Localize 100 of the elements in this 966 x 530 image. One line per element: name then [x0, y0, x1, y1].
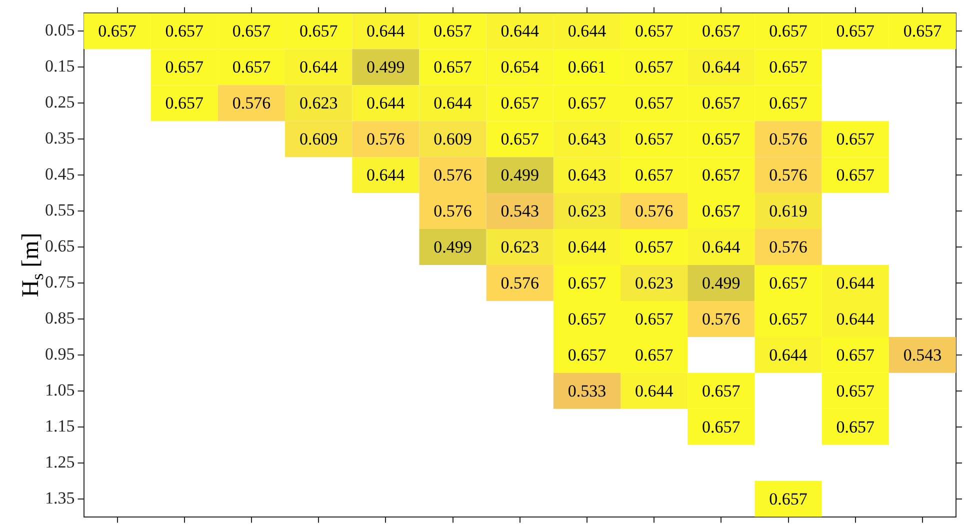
data-label: 0.499: [702, 273, 740, 292]
y-tick-label: 0.75: [45, 272, 75, 292]
data-label: 0.623: [299, 94, 338, 113]
data-label: 0.576: [634, 202, 674, 221]
data-label: 0.657: [232, 22, 272, 41]
data-label: 0.657: [702, 202, 741, 221]
data-label: 0.657: [434, 22, 472, 41]
data-label: 0.576: [769, 130, 808, 149]
data-label: 0.657: [836, 417, 875, 436]
data-label: 0.576: [702, 309, 740, 328]
y-tick-label: 1.05: [45, 380, 75, 400]
data-label: 0.657: [568, 94, 607, 113]
data-label: 0.657: [568, 273, 607, 292]
data-label: 0.657: [702, 417, 741, 436]
data-label: 0.657: [836, 381, 875, 400]
data-label: 0.543: [903, 345, 942, 364]
y-tick-label: 0.65: [45, 236, 75, 256]
data-label: 0.643: [568, 166, 606, 185]
data-label: 0.623: [634, 273, 674, 292]
y-tick-label: 0.15: [45, 56, 75, 76]
data-label: 0.657: [634, 345, 674, 364]
data-label: 0.657: [98, 22, 137, 41]
data-label: 0.657: [634, 166, 674, 185]
data-label: 0.657: [232, 58, 272, 77]
data-label: 0.643: [568, 130, 606, 149]
data-label: 0.657: [903, 22, 942, 41]
data-label: 0.657: [634, 22, 674, 41]
data-label: 0.644: [568, 22, 607, 41]
data-label: 0.657: [634, 94, 674, 113]
data-label: 0.657: [165, 22, 204, 41]
data-label: 0.576: [500, 273, 539, 292]
y-tick-label: 0.45: [45, 164, 75, 184]
data-label: 0.644: [434, 94, 472, 113]
data-label: 0.644: [836, 273, 875, 292]
data-label: 0.576: [769, 237, 808, 256]
data-label: 0.533: [568, 381, 606, 400]
data-label: 0.657: [634, 130, 674, 149]
data-label: 0.657: [769, 58, 808, 77]
data-label: 0.657: [702, 166, 741, 185]
y-tick-label: 0.95: [45, 344, 75, 364]
data-label: 0.644: [702, 237, 741, 256]
data-label: 0.657: [568, 309, 607, 328]
data-label: 0.657: [836, 166, 875, 185]
y-tick-label: 0.35: [45, 128, 75, 148]
data-label: 0.657: [769, 94, 808, 113]
data-label: 0.661: [568, 58, 606, 77]
data-label: 0.644: [299, 58, 338, 77]
data-label: 0.657: [836, 22, 875, 41]
data-label: 0.644: [500, 22, 540, 41]
data-label: 0.657: [769, 273, 808, 292]
data-label: 0.543: [500, 202, 539, 221]
data-label: 0.654: [500, 58, 540, 77]
data-label: 0.657: [702, 94, 741, 113]
data-label: 0.576: [769, 166, 808, 185]
data-label: 0.576: [434, 202, 472, 221]
y-tick-label: 0.05: [45, 20, 75, 40]
data-label: 0.644: [702, 58, 741, 77]
data-label: 0.499: [500, 166, 539, 185]
data-label: 0.609: [299, 130, 338, 149]
data-label: 0.657: [165, 58, 204, 77]
data-label: 0.644: [634, 381, 674, 400]
data-label: 0.657: [769, 489, 808, 508]
y-tick-label: 0.85: [45, 308, 75, 328]
data-label: 0.623: [500, 237, 539, 256]
data-label: 0.657: [434, 58, 472, 77]
y-tick-label: 0.55: [45, 200, 75, 220]
data-label: 0.657: [702, 130, 741, 149]
data-label: 0.499: [366, 58, 405, 77]
y-tick-label: 1.25: [45, 452, 75, 472]
data-label: 0.657: [299, 22, 338, 41]
y-tick-label: 1.35: [45, 488, 75, 508]
data-label: 0.657: [702, 381, 741, 400]
data-label: 0.623: [568, 202, 606, 221]
data-label: 0.657: [568, 345, 607, 364]
data-label: 0.644: [366, 94, 406, 113]
data-label: 0.657: [634, 237, 674, 256]
data-label: 0.609: [434, 130, 472, 149]
data-label: 0.576: [366, 130, 405, 149]
data-label: 0.657: [165, 94, 204, 113]
data-label: 0.657: [634, 309, 674, 328]
data-label: 0.657: [836, 130, 875, 149]
data-label: 0.644: [836, 309, 875, 328]
y-axis-title: Hs [m]: [18, 232, 47, 298]
data-label: 0.657: [634, 58, 674, 77]
data-label: 0.499: [434, 237, 472, 256]
data-label: 0.657: [836, 345, 875, 364]
data-label: 0.657: [769, 309, 808, 328]
y-tick-label: 0.25: [45, 92, 75, 112]
data-label: 0.576: [434, 166, 472, 185]
data-label: 0.644: [769, 345, 808, 364]
data-label: 0.619: [769, 202, 808, 221]
data-label: 0.657: [500, 94, 540, 113]
data-label: 0.576: [232, 94, 271, 113]
data-label: 0.644: [568, 237, 607, 256]
data-label: 0.657: [500, 130, 540, 149]
data-label: 0.657: [769, 22, 808, 41]
data-label: 0.644: [366, 22, 406, 41]
data-label: 0.644: [366, 166, 406, 185]
data-label: 0.657: [702, 22, 741, 41]
y-tick-label: 1.15: [45, 416, 75, 436]
